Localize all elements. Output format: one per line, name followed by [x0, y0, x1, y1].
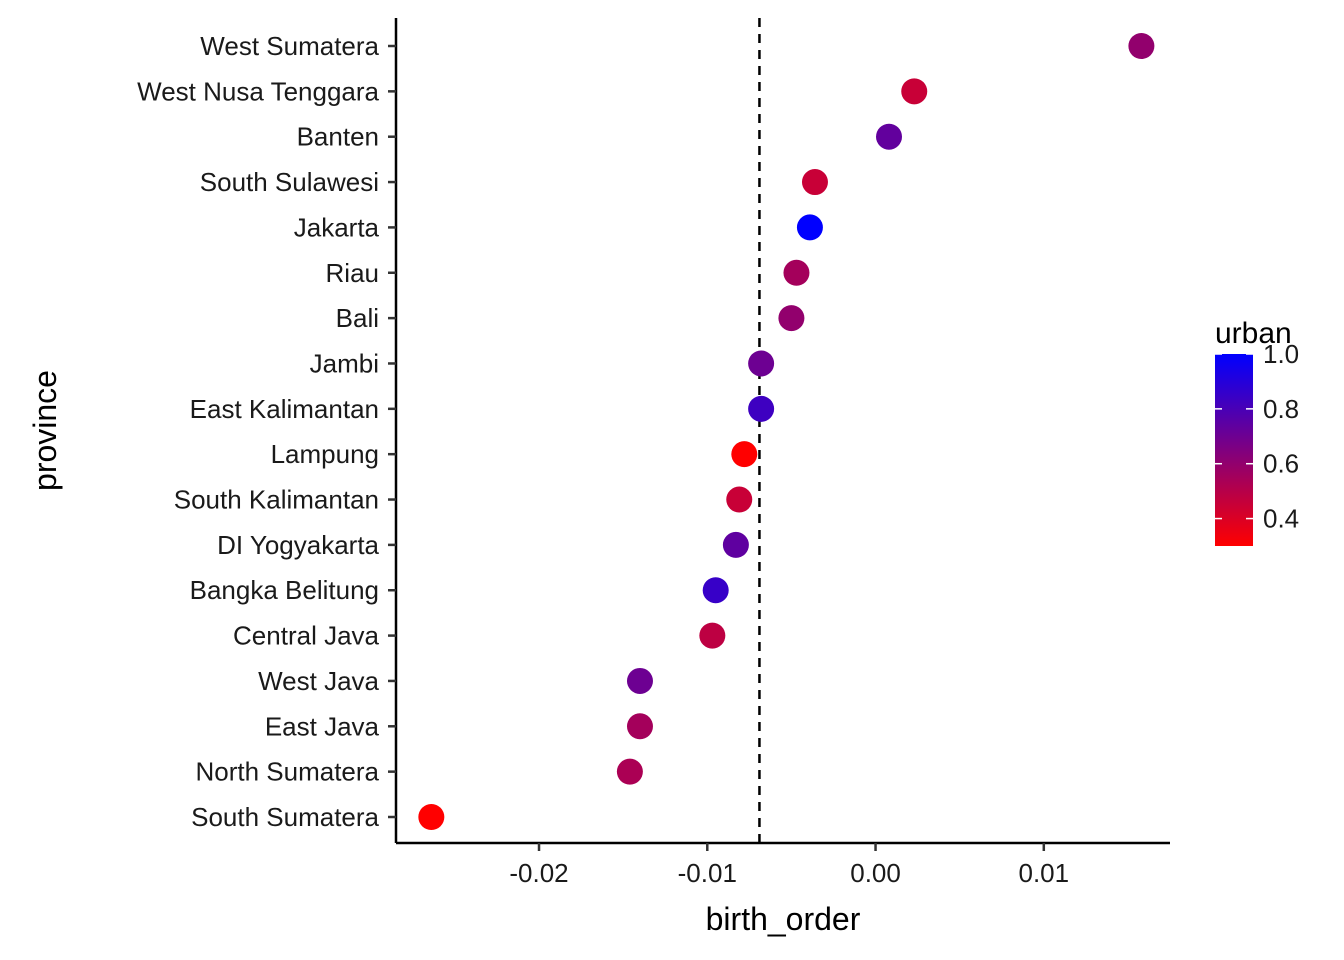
legend-colorbar	[1215, 354, 1253, 546]
x-tick-label: -0.02	[509, 858, 568, 888]
point-bangka-belitung	[702, 577, 729, 604]
x-tick-label: -0.01	[678, 858, 737, 888]
x-tick-label: 0.00	[850, 858, 901, 888]
y-axis-ticks: South Sumatera North Sumatera East Java Wes…	[137, 31, 396, 832]
point-west-nusa-tenggara	[901, 78, 928, 105]
legend-tick-label: 0.4	[1263, 504, 1299, 534]
point-jakarta	[796, 214, 823, 241]
y-tick-label: Banten	[297, 122, 379, 152]
y-tick-label: Riau	[326, 258, 379, 288]
plot-area: South Sumatera North Sumatera East Java Wes…	[137, 18, 1170, 888]
y-tick-label: Lampung	[271, 439, 379, 469]
y-tick-label: East Kalimantan	[190, 394, 379, 424]
legend-tick-label: 1.0	[1263, 339, 1299, 369]
point-riau	[783, 259, 810, 286]
point-banten	[876, 123, 903, 150]
y-tick-label: Central Java	[233, 621, 379, 651]
y-tick-label: West Nusa Tenggara	[137, 76, 379, 106]
y-tick-label: South Sulawesi	[200, 167, 379, 197]
y-tick-label: South Sumatera	[191, 802, 379, 832]
data-points	[418, 33, 1155, 830]
point-north-sumatera	[616, 758, 643, 785]
point-central-java	[699, 622, 726, 649]
point-west-java	[626, 667, 653, 694]
point-south-kalimantan	[726, 486, 753, 513]
y-tick-label: East Java	[265, 711, 380, 741]
point-south-sulawesi	[801, 169, 828, 196]
y-tick-label: Jakarta	[294, 212, 380, 242]
y-tick-label: West Java	[258, 666, 379, 696]
y-tick-label: Jambi	[310, 348, 379, 378]
point-di-yogyakarta	[722, 531, 749, 558]
y-axis-title: province	[27, 370, 63, 491]
y-tick-label: DI Yogyakarta	[217, 530, 379, 560]
y-tick-label: Bali	[336, 303, 379, 333]
point-west-sumatera	[1128, 33, 1155, 59]
y-tick-label: Bangka Belitung	[190, 575, 379, 605]
x-tick-label: 0.01	[1018, 858, 1069, 888]
y-tick-label: South Kalimantan	[174, 485, 379, 515]
point-east-kalimantan	[748, 395, 775, 422]
legend-ticks: 1.0 0.8 0.6 0.4	[1215, 339, 1299, 534]
x-axis-ticks: -0.02 -0.01 0.00 0.01	[509, 843, 1069, 888]
point-jambi	[748, 350, 775, 377]
x-axis-title: birth_order	[706, 901, 861, 937]
legend-tick-label: 0.8	[1263, 394, 1299, 424]
point-east-java	[626, 713, 653, 740]
color-legend: urban 1.0 0.8 0.6 0.4	[1215, 317, 1299, 546]
point-lampung	[731, 441, 758, 468]
legend-tick-label: 0.6	[1263, 449, 1299, 479]
y-tick-label: West Sumatera	[200, 31, 379, 61]
y-tick-label: North Sumatera	[195, 757, 379, 787]
point-bali	[778, 305, 805, 332]
legend-title: urban	[1215, 317, 1292, 350]
point-south-sumatera	[418, 804, 445, 830]
